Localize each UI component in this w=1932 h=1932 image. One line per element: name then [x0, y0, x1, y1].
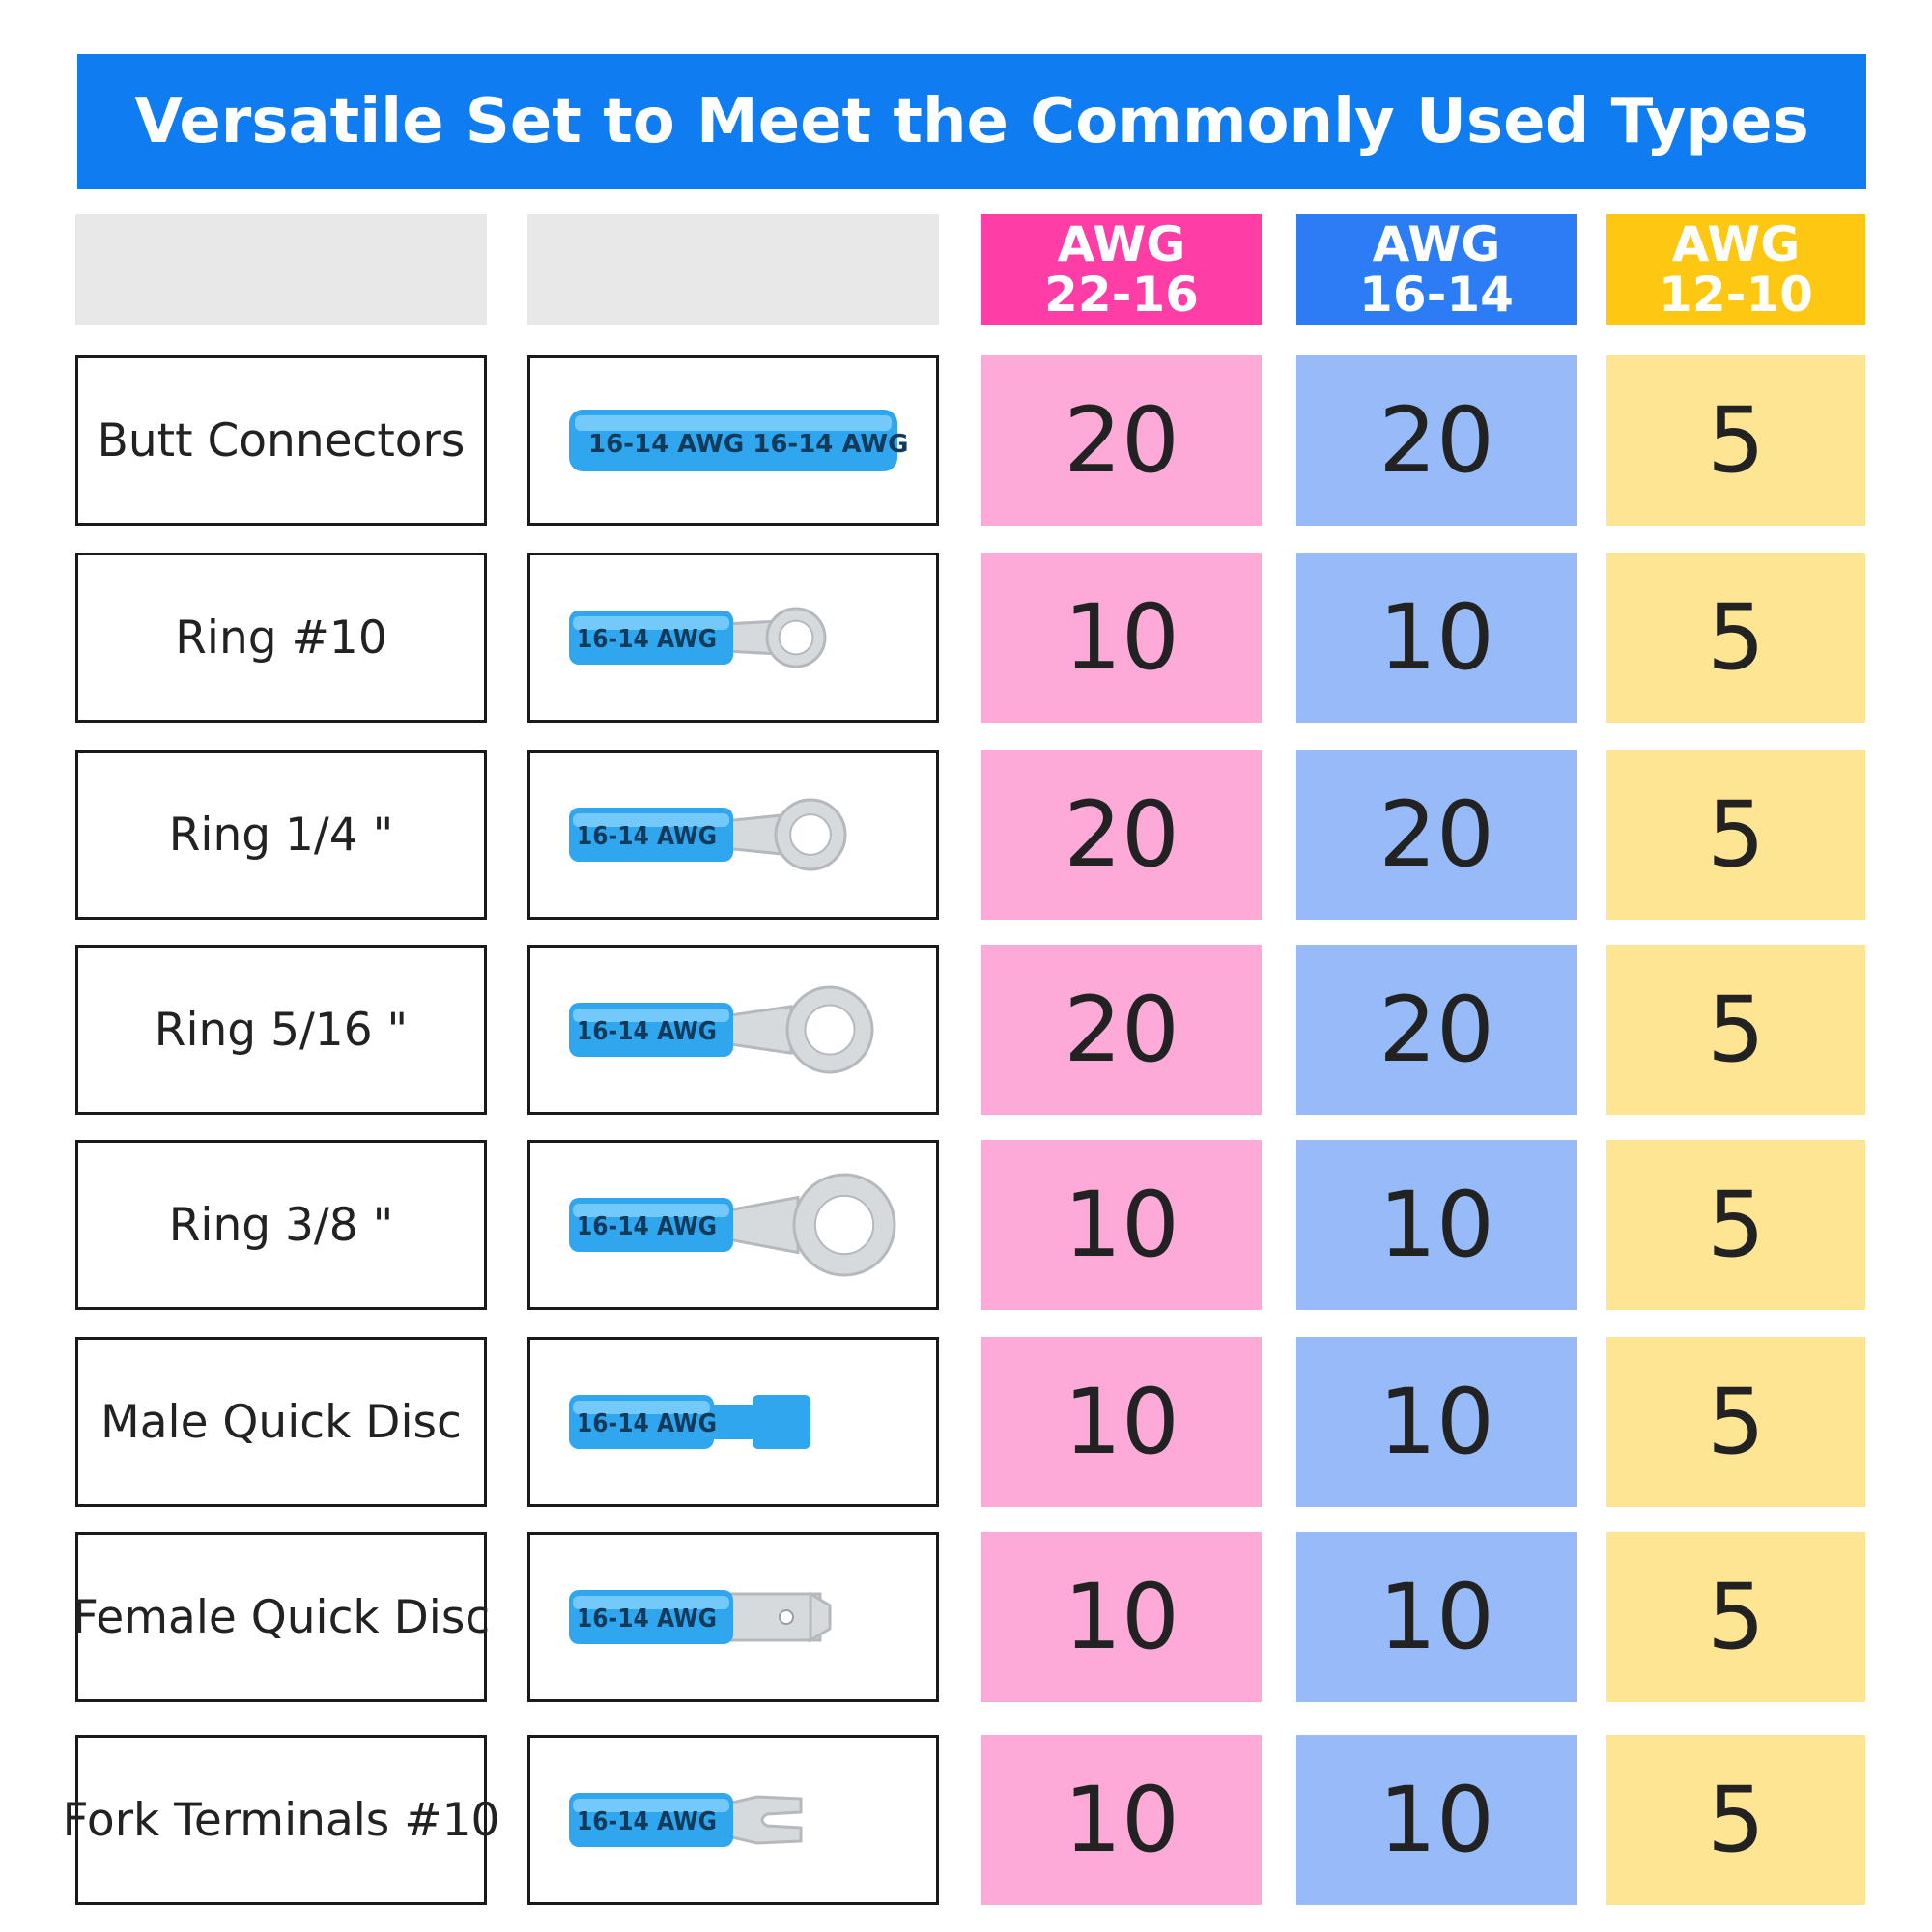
count-cell: 10: [981, 1337, 1262, 1507]
svg-text:16-14 AWG: 16-14 AWG: [577, 1017, 717, 1046]
count-cell: 20: [1296, 355, 1577, 526]
ring-terminal-3-8-image: 16-14 AWG: [527, 1140, 939, 1310]
count-cell: 5: [1606, 750, 1865, 920]
ring-terminal-10-image: 16-14 AWG: [527, 553, 939, 723]
count-cell: 20: [981, 355, 1262, 526]
count-value: 5: [1707, 1767, 1765, 1873]
svg-text:16-14 AWG: 16-14 AWG: [577, 1605, 717, 1634]
butt-connector-image: 16-14 AWG 16-14 AWG: [527, 355, 939, 526]
count-value: 5: [1707, 781, 1765, 888]
count-value: 20: [1378, 977, 1494, 1083]
count-cell: 5: [1606, 1140, 1865, 1310]
count-cell: 10: [1296, 1140, 1577, 1310]
connector-type-name: Ring 3/8 ": [168, 1198, 394, 1252]
row-name-box: Butt Connectors: [75, 355, 487, 526]
column-header-line1: AWG: [1372, 216, 1501, 272]
count-cell: 10: [1296, 553, 1577, 723]
count-value: 5: [1707, 387, 1765, 494]
count-value: 20: [1378, 781, 1494, 888]
count-cell: 5: [1606, 945, 1865, 1115]
count-cell: 10: [1296, 1735, 1577, 1905]
row-name-box: Ring #10: [75, 553, 487, 723]
column-header-line1: AWG: [1671, 216, 1801, 272]
row-name-box: Ring 3/8 ": [75, 1140, 487, 1310]
ring-terminal-5-16-image: 16-14 AWG: [527, 945, 939, 1115]
column-header-awg-16-14: AWG 16-14: [1296, 214, 1577, 325]
count-value: 20: [1064, 387, 1179, 494]
count-value: 20: [1378, 387, 1494, 494]
count-cell: 20: [1296, 750, 1577, 920]
count-value: 20: [1064, 977, 1179, 1083]
connector-type-name: Ring #10: [175, 611, 387, 665]
column-header-line2: 22-16: [1044, 267, 1199, 323]
count-cell: 10: [981, 553, 1262, 723]
count-cell: 10: [1296, 1337, 1577, 1507]
count-value: 10: [1378, 1564, 1494, 1670]
svg-text:16-14 AWG: 16-14 AWG: [577, 822, 717, 851]
column-header-line2: 12-10: [1659, 267, 1813, 323]
count-cell: 5: [1606, 553, 1865, 723]
connector-type-name: Female Quick Disc: [71, 1590, 491, 1644]
count-value: 10: [1064, 1564, 1179, 1670]
title-banner: Versatile Set to Meet the Commonly Used …: [77, 54, 1866, 189]
male-quick-disconnect-image: 16-14 AWG: [527, 1337, 939, 1507]
connector-type-name: Butt Connectors: [97, 413, 466, 468]
column-header-awg-12-10: AWG 12-10: [1606, 214, 1865, 325]
count-cell: 20: [1296, 945, 1577, 1115]
count-cell: 10: [981, 1140, 1262, 1310]
count-value: 5: [1707, 1172, 1765, 1278]
svg-text:16-14 AWG 16-14 AWG: 16-14 AWG 16-14 AWG: [588, 430, 908, 459]
count-value: 10: [1064, 1172, 1179, 1278]
count-value: 10: [1064, 1767, 1179, 1873]
header-blank-image-column: [527, 214, 939, 325]
ring-terminal-quarter-image: 16-14 AWG: [527, 750, 939, 920]
count-value: 10: [1064, 584, 1179, 691]
connector-type-name: Ring 1/4 ": [168, 808, 394, 862]
count-value: 10: [1378, 1172, 1494, 1278]
count-cell: 20: [981, 750, 1262, 920]
count-cell: 20: [981, 945, 1262, 1115]
column-header-line1: AWG: [1057, 216, 1186, 272]
connector-type-name: Ring 5/16 ": [154, 1003, 409, 1057]
fork-terminal-image: 16-14 AWG: [527, 1735, 939, 1905]
count-cell: 10: [1296, 1532, 1577, 1702]
row-name-box: Female Quick Disc: [71, 1532, 491, 1702]
svg-text:16-14 AWG: 16-14 AWG: [577, 625, 717, 654]
count-value: 10: [1378, 1767, 1494, 1873]
row-name-box: Male Quick Disc: [75, 1337, 487, 1507]
count-value: 5: [1707, 584, 1765, 691]
count-value: 5: [1707, 977, 1765, 1083]
connector-type-name: Fork Terminals #10: [62, 1793, 500, 1847]
count-value: 10: [1064, 1369, 1179, 1475]
count-value: 10: [1378, 1369, 1494, 1475]
column-header-line2: 16-14: [1359, 267, 1514, 323]
header-blank-name-column: [75, 214, 487, 325]
count-value: 10: [1378, 584, 1494, 691]
count-cell: 5: [1606, 1735, 1865, 1905]
row-name-box: Fork Terminals #10: [63, 1735, 499, 1905]
page-title: Versatile Set to Meet the Commonly Used …: [134, 86, 1809, 157]
count-cell: 5: [1606, 1532, 1865, 1702]
row-name-box: Ring 5/16 ": [75, 945, 487, 1115]
svg-text:16-14 AWG: 16-14 AWG: [577, 1212, 717, 1241]
row-name-box: Ring 1/4 ": [75, 750, 487, 920]
female-quick-disconnect-image: 16-14 AWG: [527, 1532, 939, 1702]
svg-text:16-14 AWG: 16-14 AWG: [577, 1409, 717, 1438]
count-cell: 5: [1606, 355, 1865, 526]
count-value: 5: [1707, 1564, 1765, 1670]
count-cell: 10: [981, 1532, 1262, 1702]
count-value: 5: [1707, 1369, 1765, 1475]
svg-text:16-14 AWG: 16-14 AWG: [577, 1807, 717, 1836]
connector-type-name: Male Quick Disc: [100, 1395, 462, 1449]
count-cell: 5: [1606, 1337, 1865, 1507]
count-value: 20: [1064, 781, 1179, 888]
count-cell: 10: [981, 1735, 1262, 1905]
column-header-awg-22-16: AWG 22-16: [981, 214, 1262, 325]
